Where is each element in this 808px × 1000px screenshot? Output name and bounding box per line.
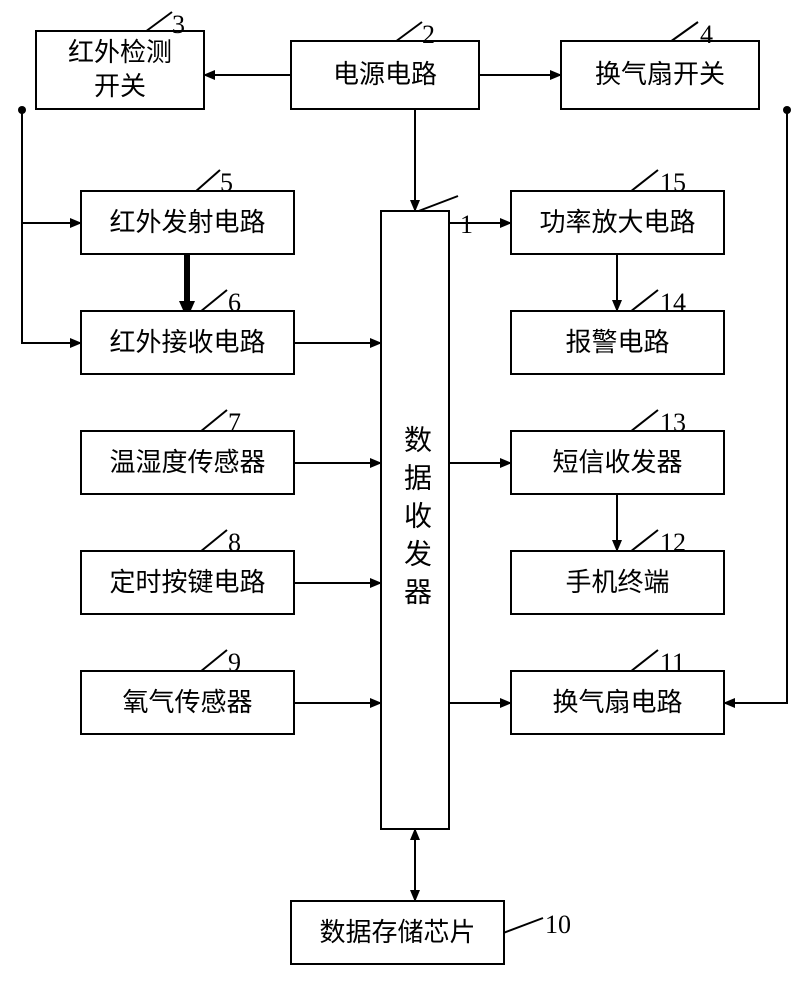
node-label: 报警电路 (565, 326, 669, 360)
edge (725, 110, 787, 703)
node-number-8: 8 (228, 528, 241, 558)
node-label: 功率放大电路 (539, 206, 695, 240)
node-13: 短信收发器 (510, 430, 725, 495)
edge (22, 110, 80, 223)
node-number-12: 12 (660, 528, 686, 558)
node-number-1: 1 (460, 210, 473, 240)
node-label: 数据存储芯片 (319, 916, 475, 950)
node-11: 换气扇电路 (510, 670, 725, 735)
diagram-canvas: 数据收发器 1 电源电路 2 红外检测 开关3 换气扇开关 4 红外发射电路 5 红外接收电路 6 温… (0, 0, 808, 1000)
node-label: 换气扇开关 (595, 58, 725, 92)
node-8: 定时按键电路 (80, 550, 295, 615)
number-tick (200, 290, 227, 312)
node-label: 数据收发器 (395, 425, 435, 615)
node-15: 功率放大电路 (510, 190, 725, 255)
node-10: 数据存储芯片 (290, 900, 505, 965)
node-9: 氧气传感器 (80, 670, 295, 735)
number-tick (630, 650, 658, 672)
number-tick (200, 650, 227, 672)
number-tick (630, 170, 658, 192)
node-label: 换气扇电路 (552, 686, 682, 720)
edge (22, 223, 80, 343)
node-label: 红外检测 开关 (68, 36, 172, 104)
node-label: 电源电路 (333, 58, 437, 92)
node-number-13: 13 (660, 408, 686, 438)
node-label: 定时按键电路 (109, 566, 265, 600)
number-tick (200, 410, 227, 432)
node-number-15: 15 (660, 168, 686, 198)
node-3: 红外检测 开关 (35, 30, 205, 110)
node-5: 红外发射电路 (80, 190, 295, 255)
node-number-4: 4 (700, 20, 713, 50)
node-number-2: 2 (422, 20, 435, 50)
number-tick (195, 170, 220, 192)
number-tick (395, 22, 422, 42)
number-tick (630, 290, 658, 312)
number-tick (630, 410, 658, 432)
node-number-5: 5 (220, 168, 233, 198)
node-12: 手机终端 (510, 550, 725, 615)
node-label: 红外接收电路 (109, 326, 265, 360)
number-tick (200, 530, 227, 552)
number-tick (670, 22, 698, 42)
node-number-6: 6 (228, 288, 241, 318)
node-6: 红外接收电路 (80, 310, 295, 375)
number-tick (145, 12, 172, 32)
node-label: 短信收发器 (552, 446, 682, 480)
node-label: 氧气传感器 (122, 686, 252, 720)
node-number-3: 3 (172, 10, 185, 40)
node-label: 红外发射电路 (109, 206, 265, 240)
node-number-7: 7 (228, 408, 241, 438)
node-label: 温湿度传感器 (109, 446, 265, 480)
node-number-9: 9 (228, 648, 241, 678)
node-7: 温湿度传感器 (80, 430, 295, 495)
node-number-10: 10 (545, 910, 571, 940)
number-tick (630, 530, 658, 552)
node-14: 报警电路 (510, 310, 725, 375)
node-label: 手机终端 (565, 566, 669, 600)
node-number-14: 14 (660, 288, 686, 318)
node-4: 换气扇开关 (560, 40, 760, 110)
node-number-11: 11 (660, 648, 685, 678)
node-1: 数据收发器 (380, 210, 450, 830)
node-2: 电源电路 (290, 40, 480, 110)
